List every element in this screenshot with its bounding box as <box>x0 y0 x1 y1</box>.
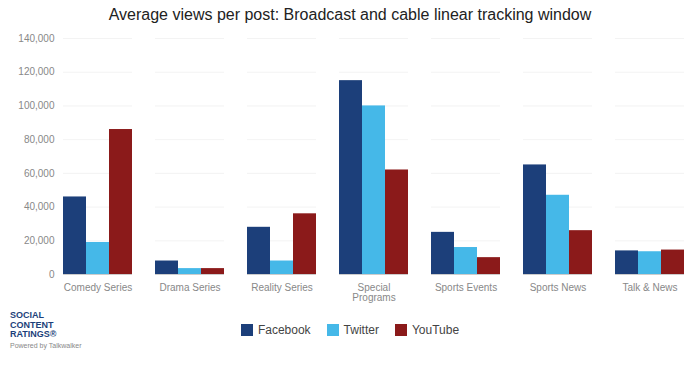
html-text:YouTube: YouTube <box>411 323 460 337</box>
html-text:Twitter: Twitter <box>343 323 379 337</box>
svg-text:80,000: 80,000 <box>24 134 55 145</box>
svg-text:Comedy Series: Comedy Series <box>64 282 132 293</box>
svg-text:Talk & News: Talk & News <box>622 282 677 293</box>
svg-text:20,000: 20,000 <box>24 235 55 246</box>
svg-text:60,000: 60,000 <box>24 168 55 179</box>
svg-text:140,000: 140,000 <box>18 33 55 44</box>
svg-text:Drama Series: Drama Series <box>159 282 220 293</box>
svg-text:40,000: 40,000 <box>24 201 55 212</box>
html-text:Facebook: Facebook <box>257 323 311 337</box>
svg-text:Reality Series: Reality Series <box>251 282 313 293</box>
html-text:Average views per post: Broadc: Average views per post: Broadcast and ca… <box>108 6 592 23</box>
svg-text:120,000: 120,000 <box>18 66 55 77</box>
html-text:Powered by Talkwalker: Powered by Talkwalker <box>10 341 82 349</box>
svg-text:SpecialPrograms: SpecialPrograms <box>352 282 395 303</box>
svg-text:100,000: 100,000 <box>18 100 55 111</box>
html-text:SOCIAL CONTENT RATINGS®: SOCIAL CONTENT RATINGS® <box>10 310 57 340</box>
svg-text:Sports News: Sports News <box>530 282 587 293</box>
svg-text:0: 0 <box>49 269 55 280</box>
svg-text:Sports Events: Sports Events <box>435 282 497 293</box>
